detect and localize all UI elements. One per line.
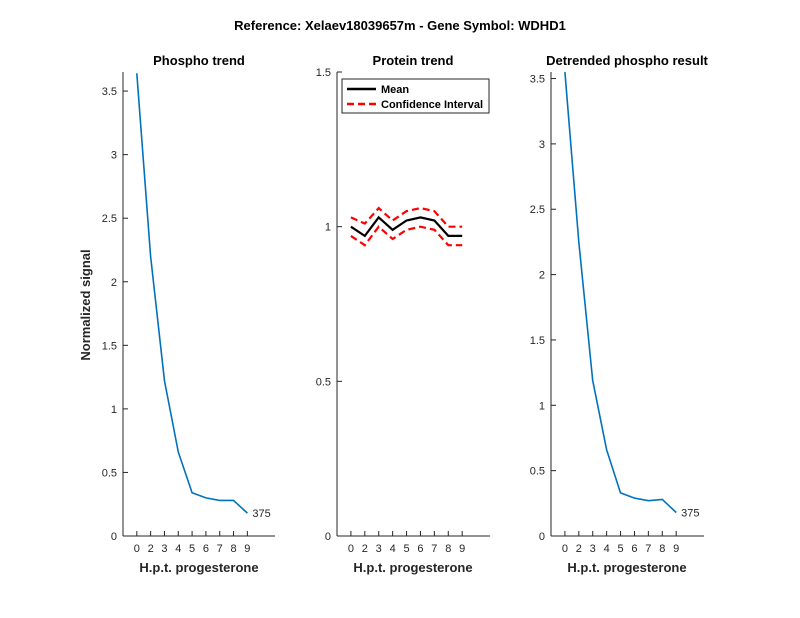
protein-trend-xtick-label: 5 <box>403 543 409 555</box>
detrended-phospho-ytick-label: 1.5 <box>530 335 545 347</box>
phospho-trend-xtick-label: 4 <box>175 543 181 555</box>
protein-trend-xtick-label: 4 <box>390 543 396 555</box>
detrended-phospho-ytick-label: 2 <box>539 270 545 282</box>
legend-mean-label: Mean <box>381 84 409 96</box>
protein-trend-panel: Protein trend H.p.t. progesterone 0 0.5 1 1… <box>316 53 490 575</box>
phospho-trend-xtick-label: 6 <box>203 543 209 555</box>
phospho-trend-ytick-label: 3 <box>111 150 117 162</box>
phospho-trend-ytick-label: 0.5 <box>102 467 117 479</box>
phospho-trend-ytick-label: 1.5 <box>102 340 117 352</box>
phospho-trend-ytick-label: 2.5 <box>102 213 117 225</box>
detrended-phospho-series-line <box>564 71 677 514</box>
ci-upper-line <box>350 206 463 228</box>
detrended-phospho-ytick-label: 0.5 <box>530 466 545 478</box>
protein-trend-xtick-label: 3 <box>376 543 382 555</box>
phospho-trend-ytick-label: 1 <box>111 404 117 416</box>
detrended-phospho-xtick-label: 9 <box>673 543 679 555</box>
detrended-phospho-ytick-label: 3.5 <box>530 74 545 86</box>
phospho-trend-xtick-label: 5 <box>189 543 195 555</box>
protein-trend-ytick-label: 0.5 <box>316 376 331 388</box>
detrended-phospho-annotation: 375 <box>681 507 699 519</box>
phospho-trend-ytick-label: 3.5 <box>102 86 117 98</box>
detrended-phospho-xtick-label: 7 <box>645 543 651 555</box>
detrended-phospho-xtick-label: 3 <box>590 543 596 555</box>
legend: Mean Confidence Interval <box>341 78 490 114</box>
protein-trend-xtick-label: 9 <box>459 543 465 555</box>
protein-trend-xtick-label: 0 <box>348 543 354 555</box>
phospho-trend-ytick-label: 0 <box>111 531 117 543</box>
detrended-phospho-xtick-label: 8 <box>659 543 665 555</box>
detrended-phospho-title: Detrended phospho result <box>546 53 708 68</box>
protein-trend-xtick-label: 8 <box>445 543 451 555</box>
phospho-trend-xlabel: H.p.t. progesterone <box>139 560 258 575</box>
phospho-trend-panel: Phospho trend H.p.t. progesterone Normal… <box>78 53 275 575</box>
phospho-trend-xtick-label: 8 <box>230 543 236 555</box>
phospho-trend-ytick-label: 2 <box>111 277 117 289</box>
protein-trend-xlabel: H.p.t. progesterone <box>353 560 472 575</box>
detrended-phospho-xtick-label: 6 <box>631 543 637 555</box>
legend-ci-label: Confidence Interval <box>381 99 483 111</box>
protein-trend-ytick-label: 0 <box>325 531 331 543</box>
detrended-phospho-xtick-label: 4 <box>604 543 610 555</box>
detrended-phospho-xtick-label: 0 <box>562 543 568 555</box>
detrended-phospho-xtick-label: 5 <box>617 543 623 555</box>
phospho-trend-series-line <box>136 73 248 514</box>
detrended-phospho-ytick-label: 1 <box>539 400 545 412</box>
detrended-phospho-xlabel: H.p.t. progesterone <box>567 560 686 575</box>
protein-trend-ytick-label: 1.5 <box>316 67 331 79</box>
protein-trend-title: Protein trend <box>373 53 454 68</box>
phospho-trend-xtick-label: 3 <box>161 543 167 555</box>
phospho-trend-xtick-label: 2 <box>148 543 154 555</box>
detrended-phospho-ytick-label: 3 <box>539 139 545 151</box>
protein-trend-xtick-label: 6 <box>417 543 423 555</box>
phospho-trend-xtick-label: 9 <box>244 543 250 555</box>
phospho-trend-ylabel: Normalized signal <box>78 249 93 360</box>
protein-trend-xtick-label: 7 <box>431 543 437 555</box>
legend-box <box>341 78 490 114</box>
figure-suptitle: Reference: Xelaev18039657m - Gene Symbol… <box>234 18 566 33</box>
phospho-trend-title: Phospho trend <box>153 53 245 68</box>
phospho-trend-xtick-label: 0 <box>134 543 140 555</box>
mean-line <box>350 215 463 238</box>
phospho-trend-annotation: 375 <box>252 508 270 520</box>
phospho-trend-xtick-label: 7 <box>217 543 223 555</box>
detrended-phospho-panel: Detrended phospho result H.p.t. progeste… <box>530 53 709 575</box>
protein-trend-ytick-label: 1 <box>325 222 331 234</box>
detrended-phospho-ytick-label: 0 <box>539 531 545 543</box>
ci-lower-line <box>350 225 463 247</box>
protein-trend-xtick-label: 2 <box>362 543 368 555</box>
detrended-phospho-ytick-label: 2.5 <box>530 204 545 216</box>
detrended-phospho-xtick-label: 2 <box>576 543 582 555</box>
